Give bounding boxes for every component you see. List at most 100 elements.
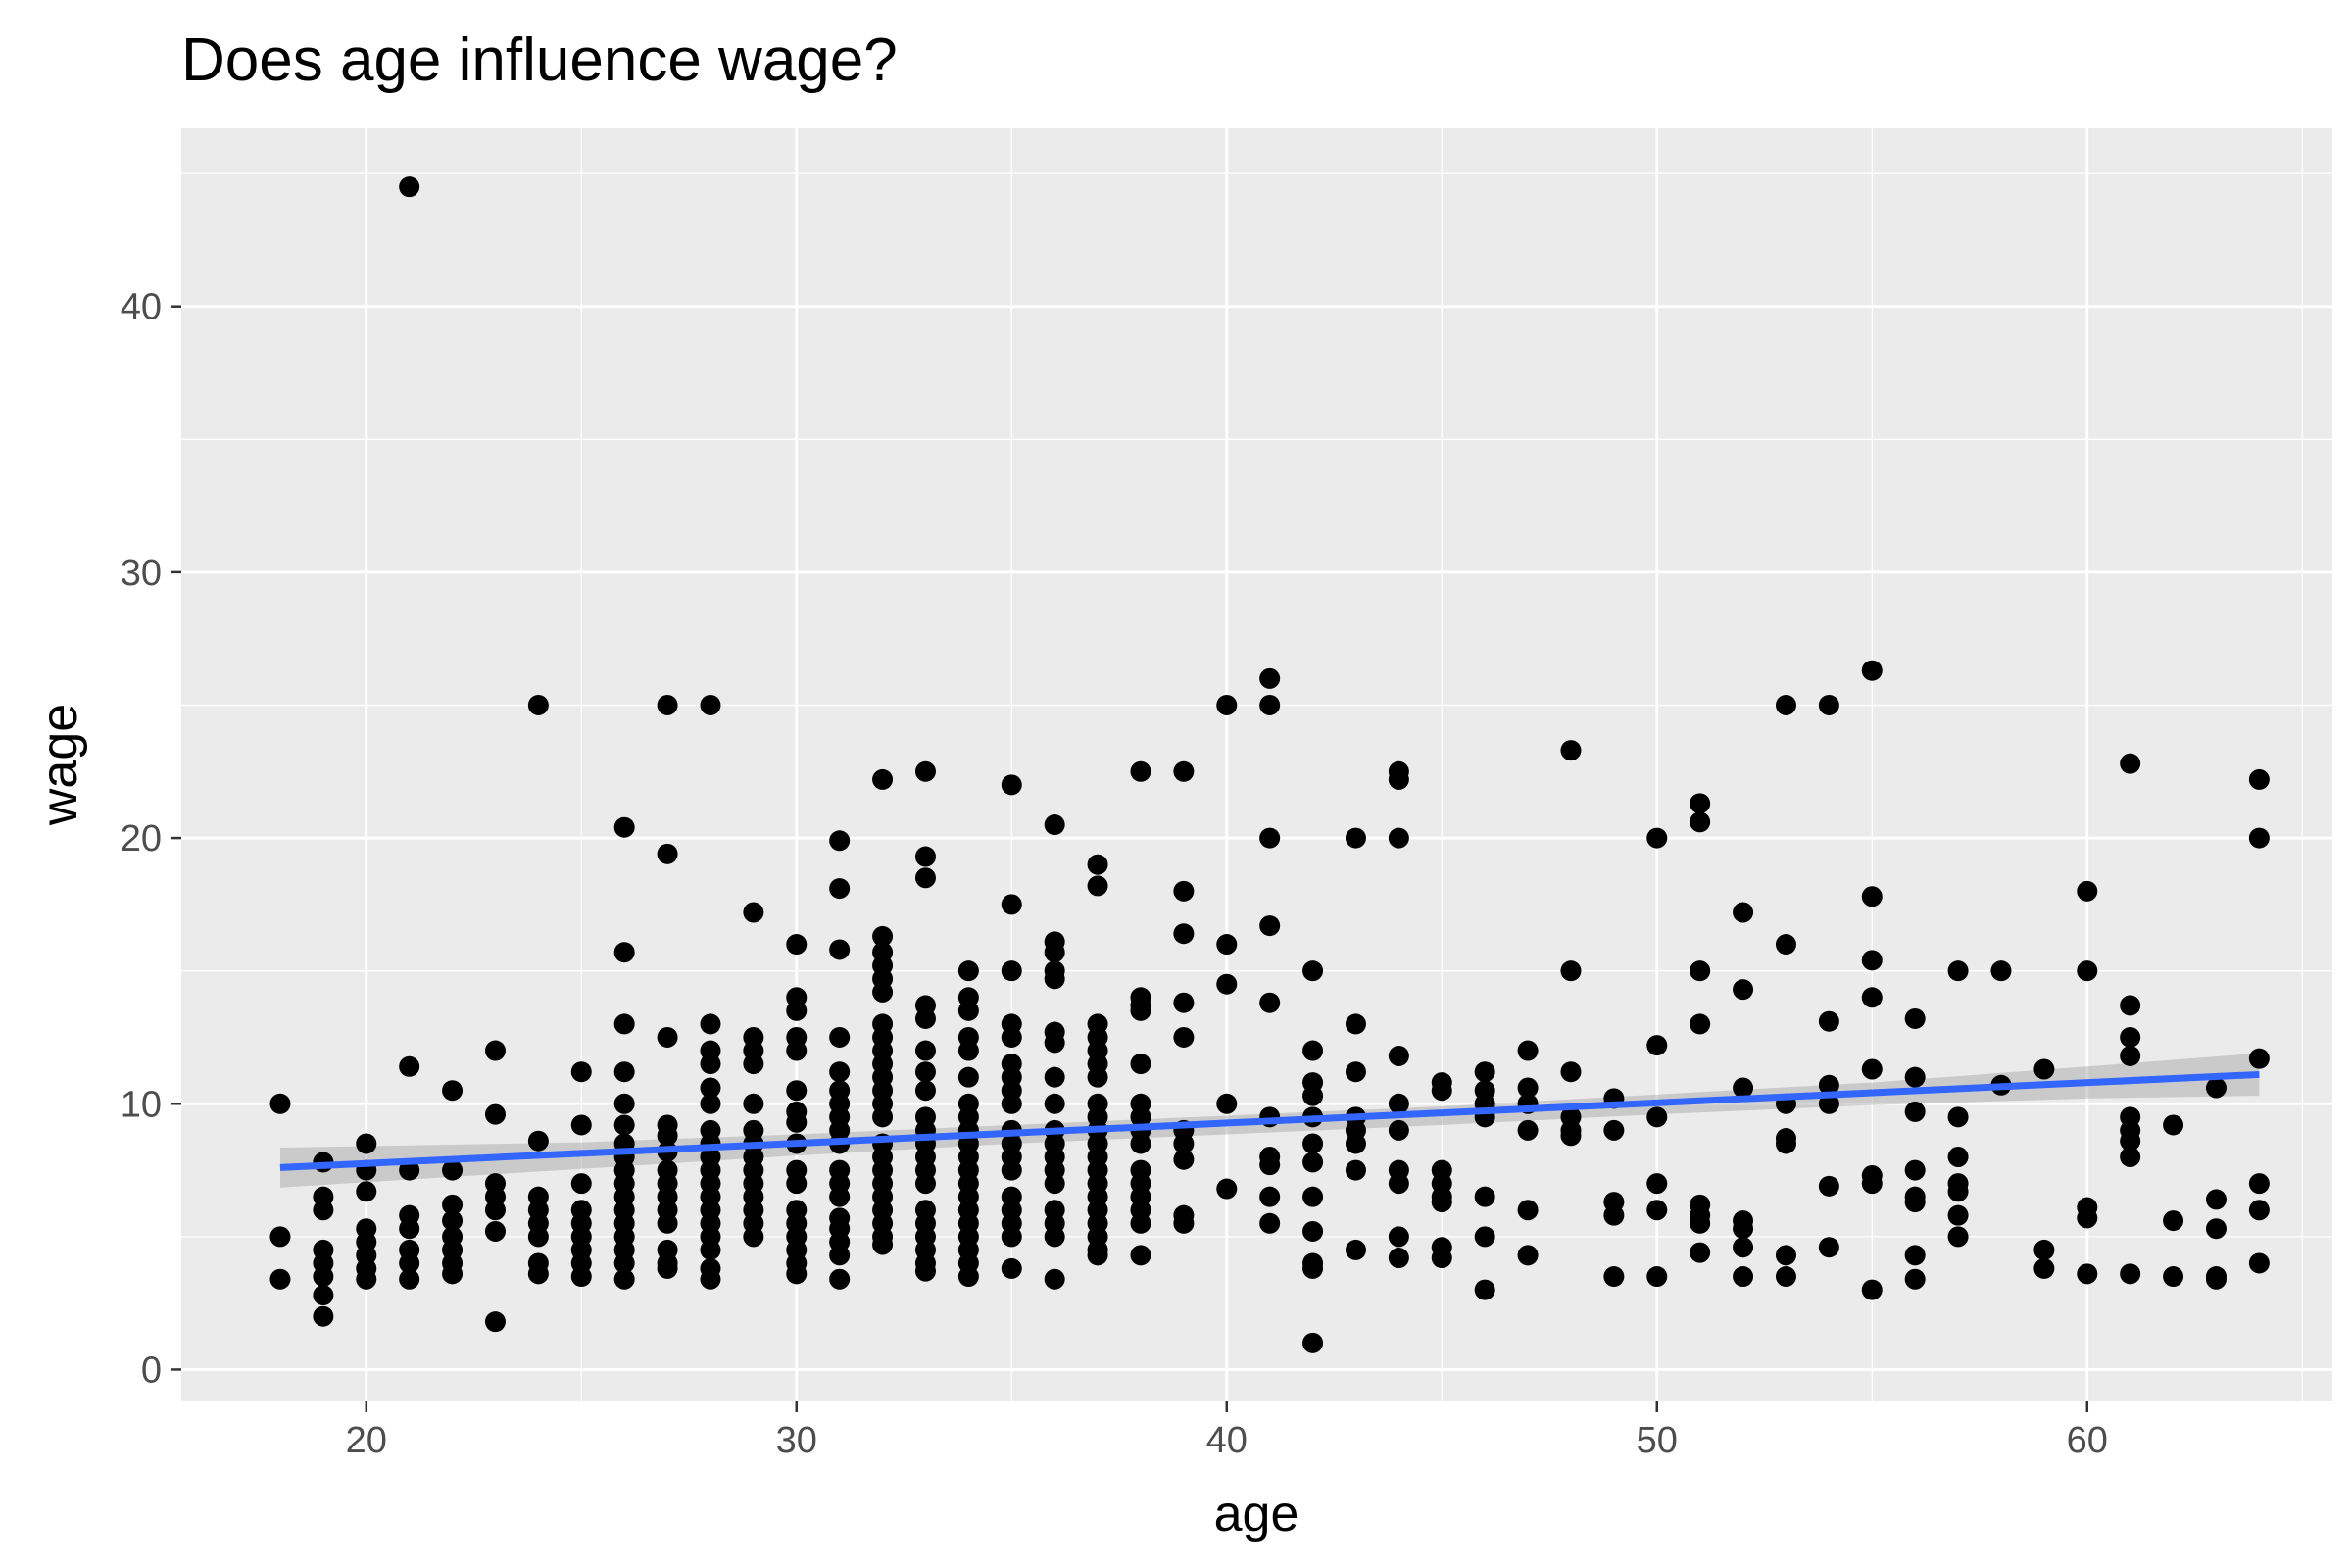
data-point <box>1560 740 1582 761</box>
data-point <box>2248 827 2270 849</box>
data-point <box>2120 1045 2141 1066</box>
data-point <box>2120 1263 2141 1285</box>
data-point <box>1560 1125 1582 1147</box>
data-point <box>1431 1248 1452 1269</box>
data-point <box>1733 1077 1754 1099</box>
data-point <box>1130 1133 1152 1154</box>
data-point <box>270 1093 291 1114</box>
data-point <box>1690 1242 1711 1263</box>
data-point <box>2120 1026 2141 1048</box>
regression-line <box>279 1070 2260 1171</box>
data-point <box>1302 1133 1324 1154</box>
data-point <box>527 1226 549 1248</box>
data-point <box>484 1220 506 1242</box>
data-point <box>1173 1212 1195 1234</box>
data-point <box>1947 1204 1969 1226</box>
data-point <box>1775 1133 1796 1154</box>
data-point <box>1474 1226 1495 1248</box>
data-point <box>1818 1093 1839 1114</box>
data-point <box>1044 1066 1065 1088</box>
data-point <box>1388 768 1409 790</box>
chart-title: Does age influence wage? <box>181 26 898 94</box>
data-point <box>914 1080 936 1102</box>
data-point <box>829 1245 851 1266</box>
data-point <box>1947 1226 1969 1248</box>
data-point <box>484 1103 506 1125</box>
data-point <box>2034 1257 2055 1279</box>
data-point <box>1646 1266 1668 1288</box>
data-point <box>1646 827 1668 849</box>
data-point <box>786 1263 808 1285</box>
data-point <box>1861 1279 1883 1300</box>
data-point <box>872 1106 894 1128</box>
data-point <box>570 1266 592 1288</box>
data-point <box>1818 694 1839 715</box>
data-point <box>657 694 678 715</box>
data-point <box>1818 1175 1839 1197</box>
data-point <box>2248 768 2270 790</box>
data-point <box>1044 1268 1065 1290</box>
data-point <box>1517 1200 1539 1221</box>
data-point <box>399 176 420 198</box>
data-point <box>657 1125 678 1147</box>
data-point <box>957 1040 979 1061</box>
data-point <box>1904 1101 1926 1122</box>
data-point <box>1861 987 1883 1008</box>
data-point <box>1861 1173 1883 1195</box>
data-point <box>700 1054 721 1075</box>
data-point <box>1904 1007 1926 1029</box>
data-point <box>1001 1026 1022 1048</box>
data-point <box>872 925 894 947</box>
data-point <box>700 1077 721 1099</box>
data-point <box>2205 1189 2227 1210</box>
data-point <box>1302 960 1324 982</box>
data-point <box>2205 1077 2227 1099</box>
data-point <box>1733 979 1754 1001</box>
data-point <box>1302 1040 1324 1061</box>
data-point <box>914 846 936 867</box>
data-point <box>957 1266 979 1288</box>
data-point <box>1044 1093 1065 1114</box>
data-point <box>700 1268 721 1290</box>
data-point <box>657 1026 678 1048</box>
x-tick-label: 20 <box>346 1420 387 1461</box>
data-point <box>914 1260 936 1282</box>
data-point <box>829 830 851 852</box>
data-point <box>1733 902 1754 923</box>
data-point <box>313 1285 334 1306</box>
data-point <box>1173 1149 1195 1170</box>
data-point <box>1733 1266 1754 1288</box>
data-point <box>1001 774 1022 796</box>
data-point <box>1388 1119 1409 1141</box>
data-point <box>1044 814 1065 836</box>
data-point <box>657 843 678 864</box>
data-point <box>786 934 808 956</box>
data-point <box>829 1268 851 1290</box>
y-tick-label: 40 <box>121 287 162 328</box>
data-point <box>1646 1035 1668 1056</box>
data-point <box>442 1080 464 1102</box>
data-point <box>1130 1000 1152 1021</box>
data-point <box>2205 1268 2227 1290</box>
data-point <box>1259 667 1281 689</box>
data-point <box>484 1200 506 1221</box>
x-tick-label: 40 <box>1206 1420 1248 1461</box>
data-point <box>1517 1077 1539 1099</box>
data-point <box>356 1181 377 1202</box>
data-point <box>1302 1220 1324 1242</box>
data-point <box>1259 1212 1281 1234</box>
x-tick-label: 50 <box>1637 1420 1678 1461</box>
data-point <box>1173 880 1195 902</box>
data-point <box>484 1040 506 1061</box>
data-point <box>914 1040 936 1061</box>
data-point <box>829 1026 851 1048</box>
data-point <box>700 1093 721 1114</box>
y-tick-label: 30 <box>121 553 162 594</box>
y-axis: 0 10 20 30 40 <box>121 287 181 1391</box>
data-point <box>570 1061 592 1083</box>
data-point <box>1947 960 1969 982</box>
data-point <box>1302 1257 1324 1279</box>
data-point <box>2120 1147 2141 1168</box>
data-point <box>1001 894 1022 915</box>
